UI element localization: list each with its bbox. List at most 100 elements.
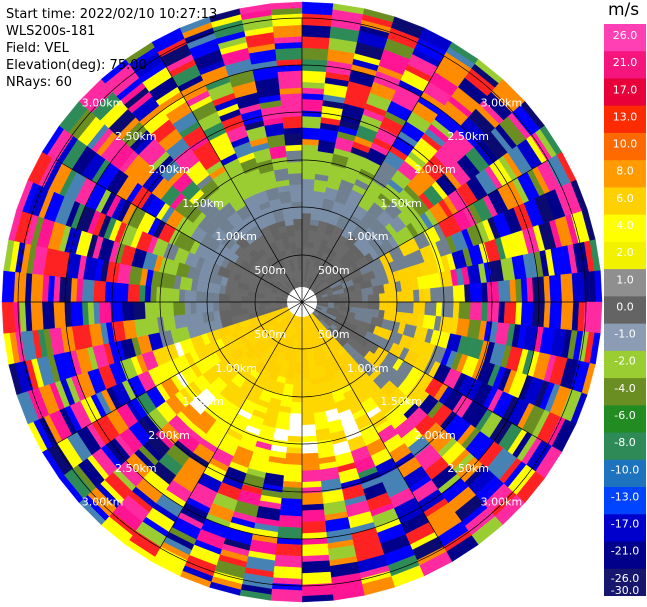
ppi-gate [314,416,330,431]
ppi-gate [284,452,303,466]
ppi-gate [549,274,563,303]
ppi-gate [294,229,303,242]
range-ring-label: 2.00km [414,163,456,176]
ppi-gate [272,566,303,580]
ppi-gate [301,339,308,352]
ppi-gate [367,301,380,311]
ppi-gate [218,301,231,311]
ppi-gate [287,161,303,174]
ppi-gate [301,424,317,437]
ppi-gate [184,289,197,303]
ppi-gate [301,560,331,574]
ppi-gate [430,301,437,317]
ppi-gate [384,301,398,313]
ppi-gate [278,515,303,529]
ppi-gate [70,301,84,327]
ppi-gate [486,301,500,323]
ppi-gate [258,305,266,312]
colorbar-tick-label: 0.0 [616,300,634,313]
ppi-gate [178,288,186,303]
colorbar: 26.0 21.0 17.0 13.0 10.0 8.0 6.0 4.0 2.0 1.0 0.0 -1… [604,24,646,596]
range-ring-label: 500m [318,264,350,277]
colorbar-tick-label: -4.0 [614,382,635,395]
ppi-gate [81,278,95,303]
ppi-gate [285,447,303,455]
colorbar-tick-label: -1.0 [614,328,635,341]
colorbar-segment [604,568,646,596]
colorbar-tick-label: 21.0 [613,56,638,69]
ppi-gate [241,301,254,309]
ppi-gate [179,276,193,291]
colorbar-tick-label: -13.0 [611,490,639,503]
ppi-gate [121,301,135,322]
ppi-gate [301,509,326,523]
ppi-gate [278,190,292,204]
colorbar-tick-label: -21.0 [611,545,639,558]
range-ring-label: 2.50km [115,130,157,143]
ppi-gate [401,290,409,303]
colorbar-segment [604,78,646,107]
ppi-gate [452,284,466,303]
ppi-gate [301,328,306,335]
ppi-gate [291,252,298,260]
ppi-gate [271,13,303,27]
ppi-gate [301,70,327,84]
azimuth-spoke [301,159,549,303]
ppi-gate [282,115,303,129]
ppi-gate [301,350,308,358]
ppi-gate [418,288,426,303]
ppi-gate [301,246,308,254]
ppi-gate [301,362,310,369]
ppi-gate [92,279,106,303]
colorbar-segment [604,187,646,216]
range-ring-label: 2.00km [148,429,190,442]
ppi-gate [127,283,140,303]
ppi-gate [560,301,574,331]
colorbar-tick-label: -30.0 [611,584,639,596]
ppi-gate [195,290,208,303]
ppi-gate [441,301,449,318]
ppi-gate [289,184,303,197]
azimuth-spoke [301,301,549,445]
ppi-gate [301,98,324,112]
ppi-gate [301,235,310,242]
ppi-gate [430,287,443,303]
ppi-gate [290,247,298,255]
colorbar-tick-label: 17.0 [613,83,638,96]
ppi-gate [301,167,317,174]
ppi-gate [276,411,291,425]
ppi-gate [301,206,313,214]
ppi-gate [458,301,472,320]
ppi-gate [144,285,152,303]
ppi-gate [301,367,311,380]
ppi-gate [301,469,322,483]
ppi-gate [155,286,163,303]
colorbar-segment [604,160,646,188]
colorbar-unit: m/s [608,0,640,20]
ppi-gate [155,301,163,318]
ppi-gate [284,464,303,472]
colorbar-segment [604,378,646,406]
ppi-gate [218,293,231,303]
ppi-gate [270,1,303,10]
ppi-gate [269,301,276,306]
colorbar-segment [604,24,646,52]
ppi-gate [301,212,312,225]
colorbar-segment [604,105,646,134]
ppi-gate [452,301,460,319]
ppi-gate [104,281,118,303]
ppi-gate [295,241,303,248]
colorbar-tick-label: -8.0 [614,436,635,449]
ppi-gate [292,212,303,220]
ppi-gate [301,458,320,472]
colorbar-segment [604,459,646,488]
range-ring-label: 500m [254,328,286,341]
ppi-gate [447,301,455,319]
ppi-gate [301,241,309,248]
ppi-gate [301,24,332,38]
range-ring-label: 2.00km [414,429,456,442]
ppi-gate [407,290,415,303]
ppi-gate [281,486,303,500]
ppi-gate [464,284,472,303]
ppi-gate [279,498,303,512]
